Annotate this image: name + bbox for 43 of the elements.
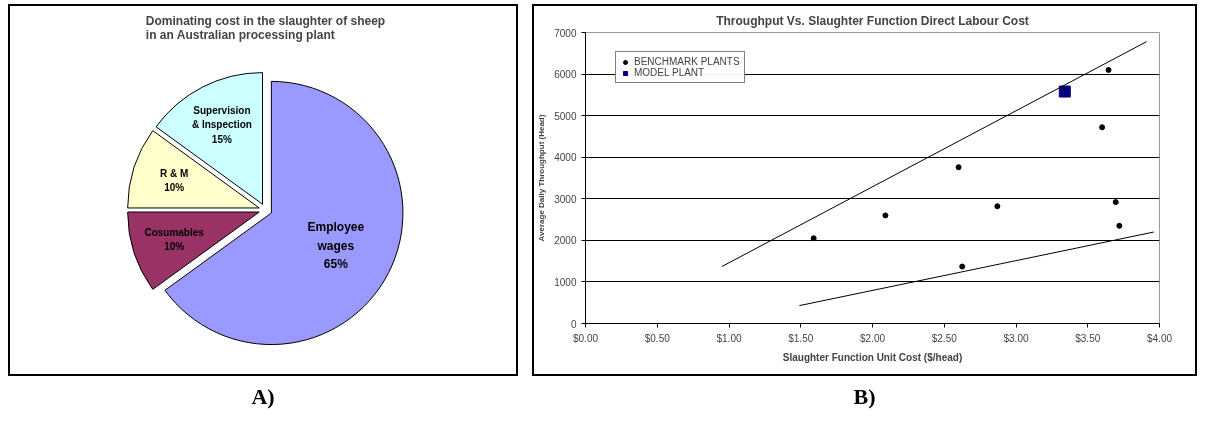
point (955, 164, 962, 171)
point (882, 212, 889, 219)
y-axis-title: Average Daily Throughput (Head) (537, 114, 547, 242)
slice-label: Employee wages (307, 220, 365, 253)
chart-title: Dominating cost in the slaughter of sheep in an Australian processing plant (145, 13, 386, 42)
slice-label: R & M (159, 167, 189, 179)
point (1058, 85, 1071, 98)
chart-title: Throughput Vs. Slaughter Function Direct Labour Cost (716, 13, 1029, 28)
point (994, 203, 1001, 210)
data-label: 15% (211, 133, 233, 145)
slice-label: Supervision & Inspection (191, 105, 252, 131)
slice-label: Cosumables (144, 226, 205, 238)
y-tick-label: 1000 (554, 276, 577, 288)
x-tick-label: $0.50 (644, 332, 671, 344)
y-tick-label: 3000 (554, 193, 577, 205)
data-label: 10% (164, 182, 185, 194)
point (1099, 124, 1106, 131)
y-tick-label: 0 (570, 318, 577, 330)
text: B) (853, 383, 876, 411)
y-tick-label: 4000 (554, 152, 577, 164)
point (1116, 222, 1123, 229)
text: A) (251, 383, 275, 411)
y-tick-label: 6000 (554, 69, 577, 81)
y-tick-label: 5000 (554, 110, 577, 122)
x-tick-label: $1.00 (716, 332, 742, 344)
point (959, 263, 966, 270)
x-tick-label: $0.00 (572, 332, 599, 344)
data-label: 10% (164, 241, 185, 253)
point (1105, 66, 1112, 73)
point (1112, 199, 1119, 206)
x-tick-label: $3.50 (1075, 332, 1101, 344)
x-tick-label: $1.50 (788, 332, 814, 344)
x-tick-label: $2.00 (859, 332, 886, 344)
y-tick-label: 2000 (554, 235, 577, 247)
legend-label: MODEL PLANT (634, 67, 705, 78)
y-tick-label: 7000 (554, 27, 577, 39)
x-axis-title: Slaughter Function Unit Cost ($/head) (782, 351, 963, 363)
legend-label: BENCHMARK PLANTS (634, 56, 740, 67)
x-tick-label: $2.50 (931, 332, 958, 344)
point (810, 235, 817, 242)
x-tick-label: $3.00 (1003, 332, 1029, 344)
data-label: 65% (323, 256, 349, 271)
x-tick-label: $4.00 (1146, 332, 1173, 344)
